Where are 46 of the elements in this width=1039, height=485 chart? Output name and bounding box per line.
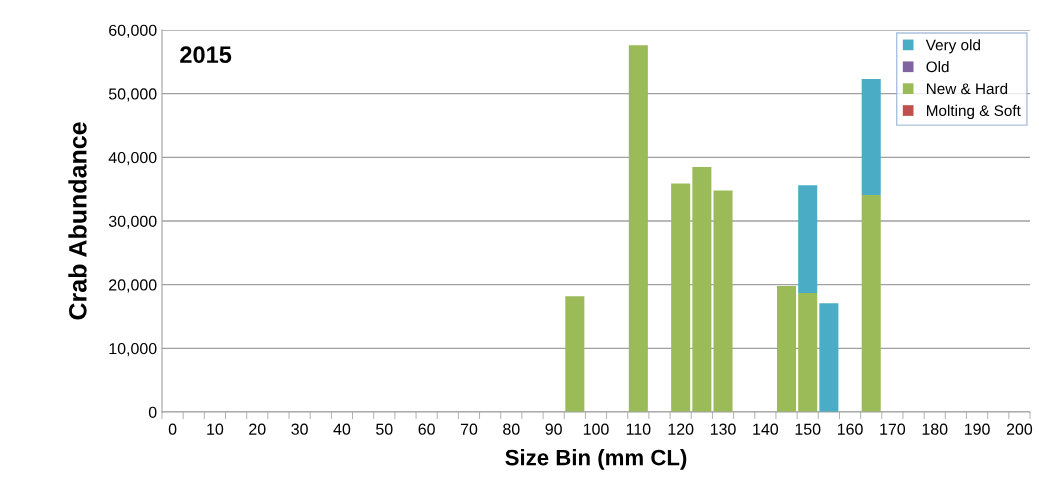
- x-tick-label: 70: [460, 423, 478, 435]
- text: 2015: [180, 46, 232, 64]
- y-tick-label: 40,000: [108, 151, 157, 166]
- x-tick-label: 30: [291, 423, 308, 435]
- x-tick-label: 130: [710, 423, 736, 435]
- y-tick-label: 60,000: [109, 24, 157, 38]
- bar: [798, 185, 818, 293]
- x-tick-label: 150: [795, 423, 821, 435]
- bar: [819, 303, 839, 412]
- legend-label: Old: [926, 61, 949, 73]
- bar: [671, 183, 691, 412]
- x-tick-label: 160: [837, 423, 863, 435]
- x-tick-label: 110: [626, 423, 651, 435]
- x-tick-label: 80: [503, 423, 520, 435]
- x-tick-label: 200: [1006, 423, 1033, 435]
- x-tick-label: 40: [333, 423, 351, 435]
- bar: [713, 190, 733, 412]
- y-axis-title: Crab Abundance: [68, 122, 87, 320]
- x-tick-label: 180: [922, 423, 948, 435]
- x-tick-label: 0: [168, 423, 177, 435]
- bar: [628, 45, 648, 412]
- bar: [861, 79, 881, 195]
- bar: [565, 296, 585, 412]
- x-tick-label: 140: [753, 423, 779, 435]
- x-tick-label: 20: [249, 423, 266, 435]
- x-tick-label: 10: [207, 423, 224, 435]
- x-tick-label: 60: [418, 423, 435, 435]
- legend-label: New & Hard: [926, 82, 1008, 95]
- x-tick-label: 170: [880, 423, 906, 435]
- bar: [798, 292, 818, 412]
- bar: [861, 194, 881, 412]
- y-tick-label: 20,000: [109, 279, 157, 293]
- y-tick-label: 0: [148, 406, 157, 418]
- legend-label: Very old: [925, 39, 980, 54]
- x-tick-label: 100: [583, 423, 609, 435]
- y-tick-label: 10,000: [109, 342, 157, 357]
- y-tick-label: 50,000: [108, 88, 157, 102]
- bar: [692, 166, 712, 412]
- x-tick-label: 90: [545, 423, 562, 435]
- x-axis-title: Size Bin (mm CL): [505, 449, 687, 470]
- x-tick-label: 120: [668, 423, 694, 435]
- y-tick-label: 30,000: [108, 215, 157, 229]
- x-tick-label: 190: [964, 423, 990, 435]
- x-tick-label: 50: [376, 423, 393, 435]
- legend-label: Molting & Soft: [926, 104, 1021, 120]
- bar: [777, 285, 797, 412]
